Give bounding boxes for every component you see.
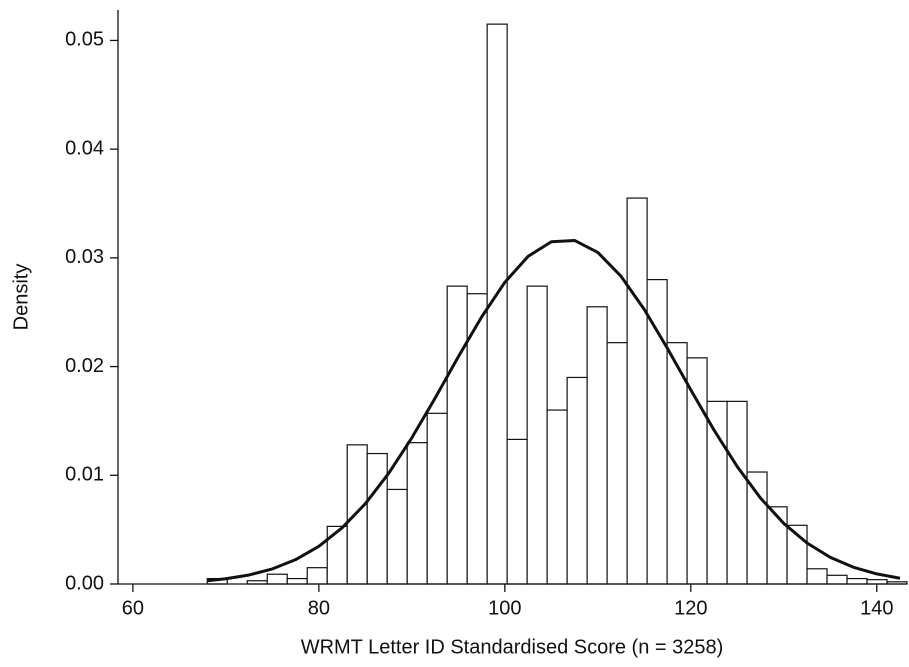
y-tick-label: 0.03 bbox=[65, 246, 104, 268]
bar bbox=[766, 506, 788, 585]
bar bbox=[546, 409, 568, 585]
bar bbox=[566, 376, 588, 585]
bar bbox=[386, 488, 408, 585]
bar bbox=[726, 400, 748, 585]
bar bbox=[426, 412, 448, 585]
x-tick-label: 120 bbox=[674, 597, 707, 619]
bar bbox=[266, 573, 288, 585]
x-tick-label: 100 bbox=[488, 597, 521, 619]
density-curve bbox=[207, 238, 901, 583]
bar bbox=[686, 357, 708, 585]
x-axis-title: WRMT Letter ID Standardised Score (n = 3… bbox=[301, 636, 724, 658]
bar bbox=[526, 285, 548, 585]
x-tick-label: 140 bbox=[860, 597, 893, 619]
bar bbox=[826, 574, 848, 585]
x-tick-label: 80 bbox=[308, 597, 330, 619]
y-tick-label: 0.04 bbox=[65, 137, 104, 159]
bar bbox=[366, 452, 388, 585]
bar bbox=[866, 579, 888, 585]
bar bbox=[746, 471, 768, 585]
y-tick-label: 0.01 bbox=[65, 464, 104, 486]
y-tick-label: 0.00 bbox=[65, 572, 104, 594]
bar bbox=[646, 279, 668, 585]
y-tick-label: 0.02 bbox=[65, 355, 104, 377]
bar bbox=[286, 577, 308, 585]
x-tick-label: 60 bbox=[122, 597, 144, 619]
bar bbox=[406, 442, 428, 585]
bar bbox=[626, 197, 648, 585]
bar bbox=[306, 567, 328, 585]
bar bbox=[586, 306, 608, 585]
bar bbox=[446, 285, 468, 585]
bar bbox=[706, 400, 728, 585]
bar bbox=[506, 438, 528, 585]
y-tick-label: 0.05 bbox=[65, 29, 104, 51]
bar bbox=[806, 568, 828, 585]
bar bbox=[346, 444, 368, 585]
bar bbox=[326, 525, 348, 585]
bar bbox=[606, 342, 628, 585]
bar bbox=[846, 577, 868, 585]
y-axis-title: Density bbox=[10, 264, 32, 331]
